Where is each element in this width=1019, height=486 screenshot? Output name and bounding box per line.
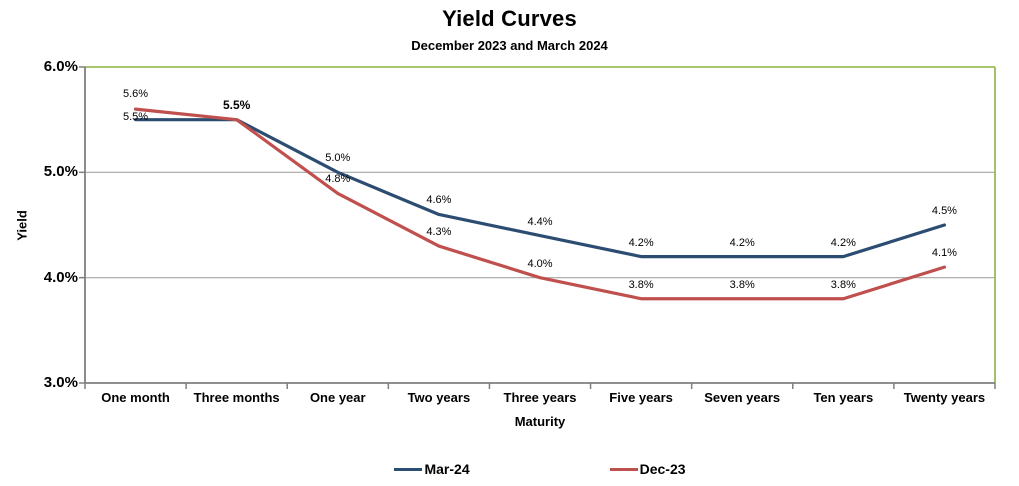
data-label-dec-23: 3.8%: [729, 278, 755, 291]
legend-line-marker: [609, 467, 638, 471]
y-tick-label: 6.0%: [43, 58, 78, 75]
x-category-label: Ten years: [813, 390, 874, 405]
x-category-label: Three months: [193, 390, 280, 405]
y-tick-label: 5.0%: [43, 163, 78, 181]
x-category-label: Twenty years: [903, 390, 986, 405]
data-label-dec-23: 4.3%: [426, 226, 452, 239]
data-label-mar-24: 4.2%: [830, 236, 856, 249]
data-label-mar-24: 5.5%: [123, 110, 149, 123]
data-label-dec-23: 4.8%: [325, 173, 351, 186]
chart-subtitle: December 2023 and March 2024: [411, 38, 608, 53]
data-label-dec-23: 5.6%: [123, 88, 149, 101]
legend-line-marker: [394, 467, 423, 471]
legend-item-dec-23: Dec-23: [609, 461, 686, 477]
x-category-label: Five years: [609, 390, 673, 405]
data-label-dec-23: 3.8%: [830, 278, 856, 291]
x-category-label: Seven years: [704, 390, 781, 405]
x-category-label: Two years: [407, 390, 471, 405]
data-label-dec-23: 4.1%: [931, 247, 957, 260]
series-line-mar-24: [133, 118, 947, 259]
data-label-dec-23: 4.0%: [527, 257, 553, 270]
legend-label: Dec-23: [639, 461, 686, 477]
data-label-mar-24: 4.5%: [931, 205, 957, 217]
legend: Mar-24 Dec-23: [85, 461, 995, 477]
y-tick-label: 4.0%: [43, 268, 78, 286]
y-tick-label: 3.0%: [43, 374, 78, 391]
data-label-mar-24: 4.2%: [729, 236, 755, 249]
data-label-mar-24: 5.0%: [325, 152, 351, 165]
data-label-mar-24: 4.2%: [628, 236, 654, 249]
series-line-dec-23: [133, 107, 947, 301]
x-category-label: Three years: [503, 390, 577, 405]
legend-label: Mar-24: [424, 461, 470, 477]
x-category-label: One year: [309, 390, 366, 405]
x-category-label: One month: [101, 390, 170, 405]
data-label-mar-24: 5.5%: [222, 97, 251, 112]
chart-title: Yield Curves: [442, 6, 577, 31]
legend-item-mar-24: Mar-24: [394, 461, 470, 477]
x-axis-title: Maturity: [514, 414, 566, 429]
data-label-mar-24: 4.6%: [426, 194, 452, 207]
data-label-mar-24: 4.4%: [527, 215, 553, 228]
data-label-dec-23: 3.8%: [628, 278, 654, 291]
